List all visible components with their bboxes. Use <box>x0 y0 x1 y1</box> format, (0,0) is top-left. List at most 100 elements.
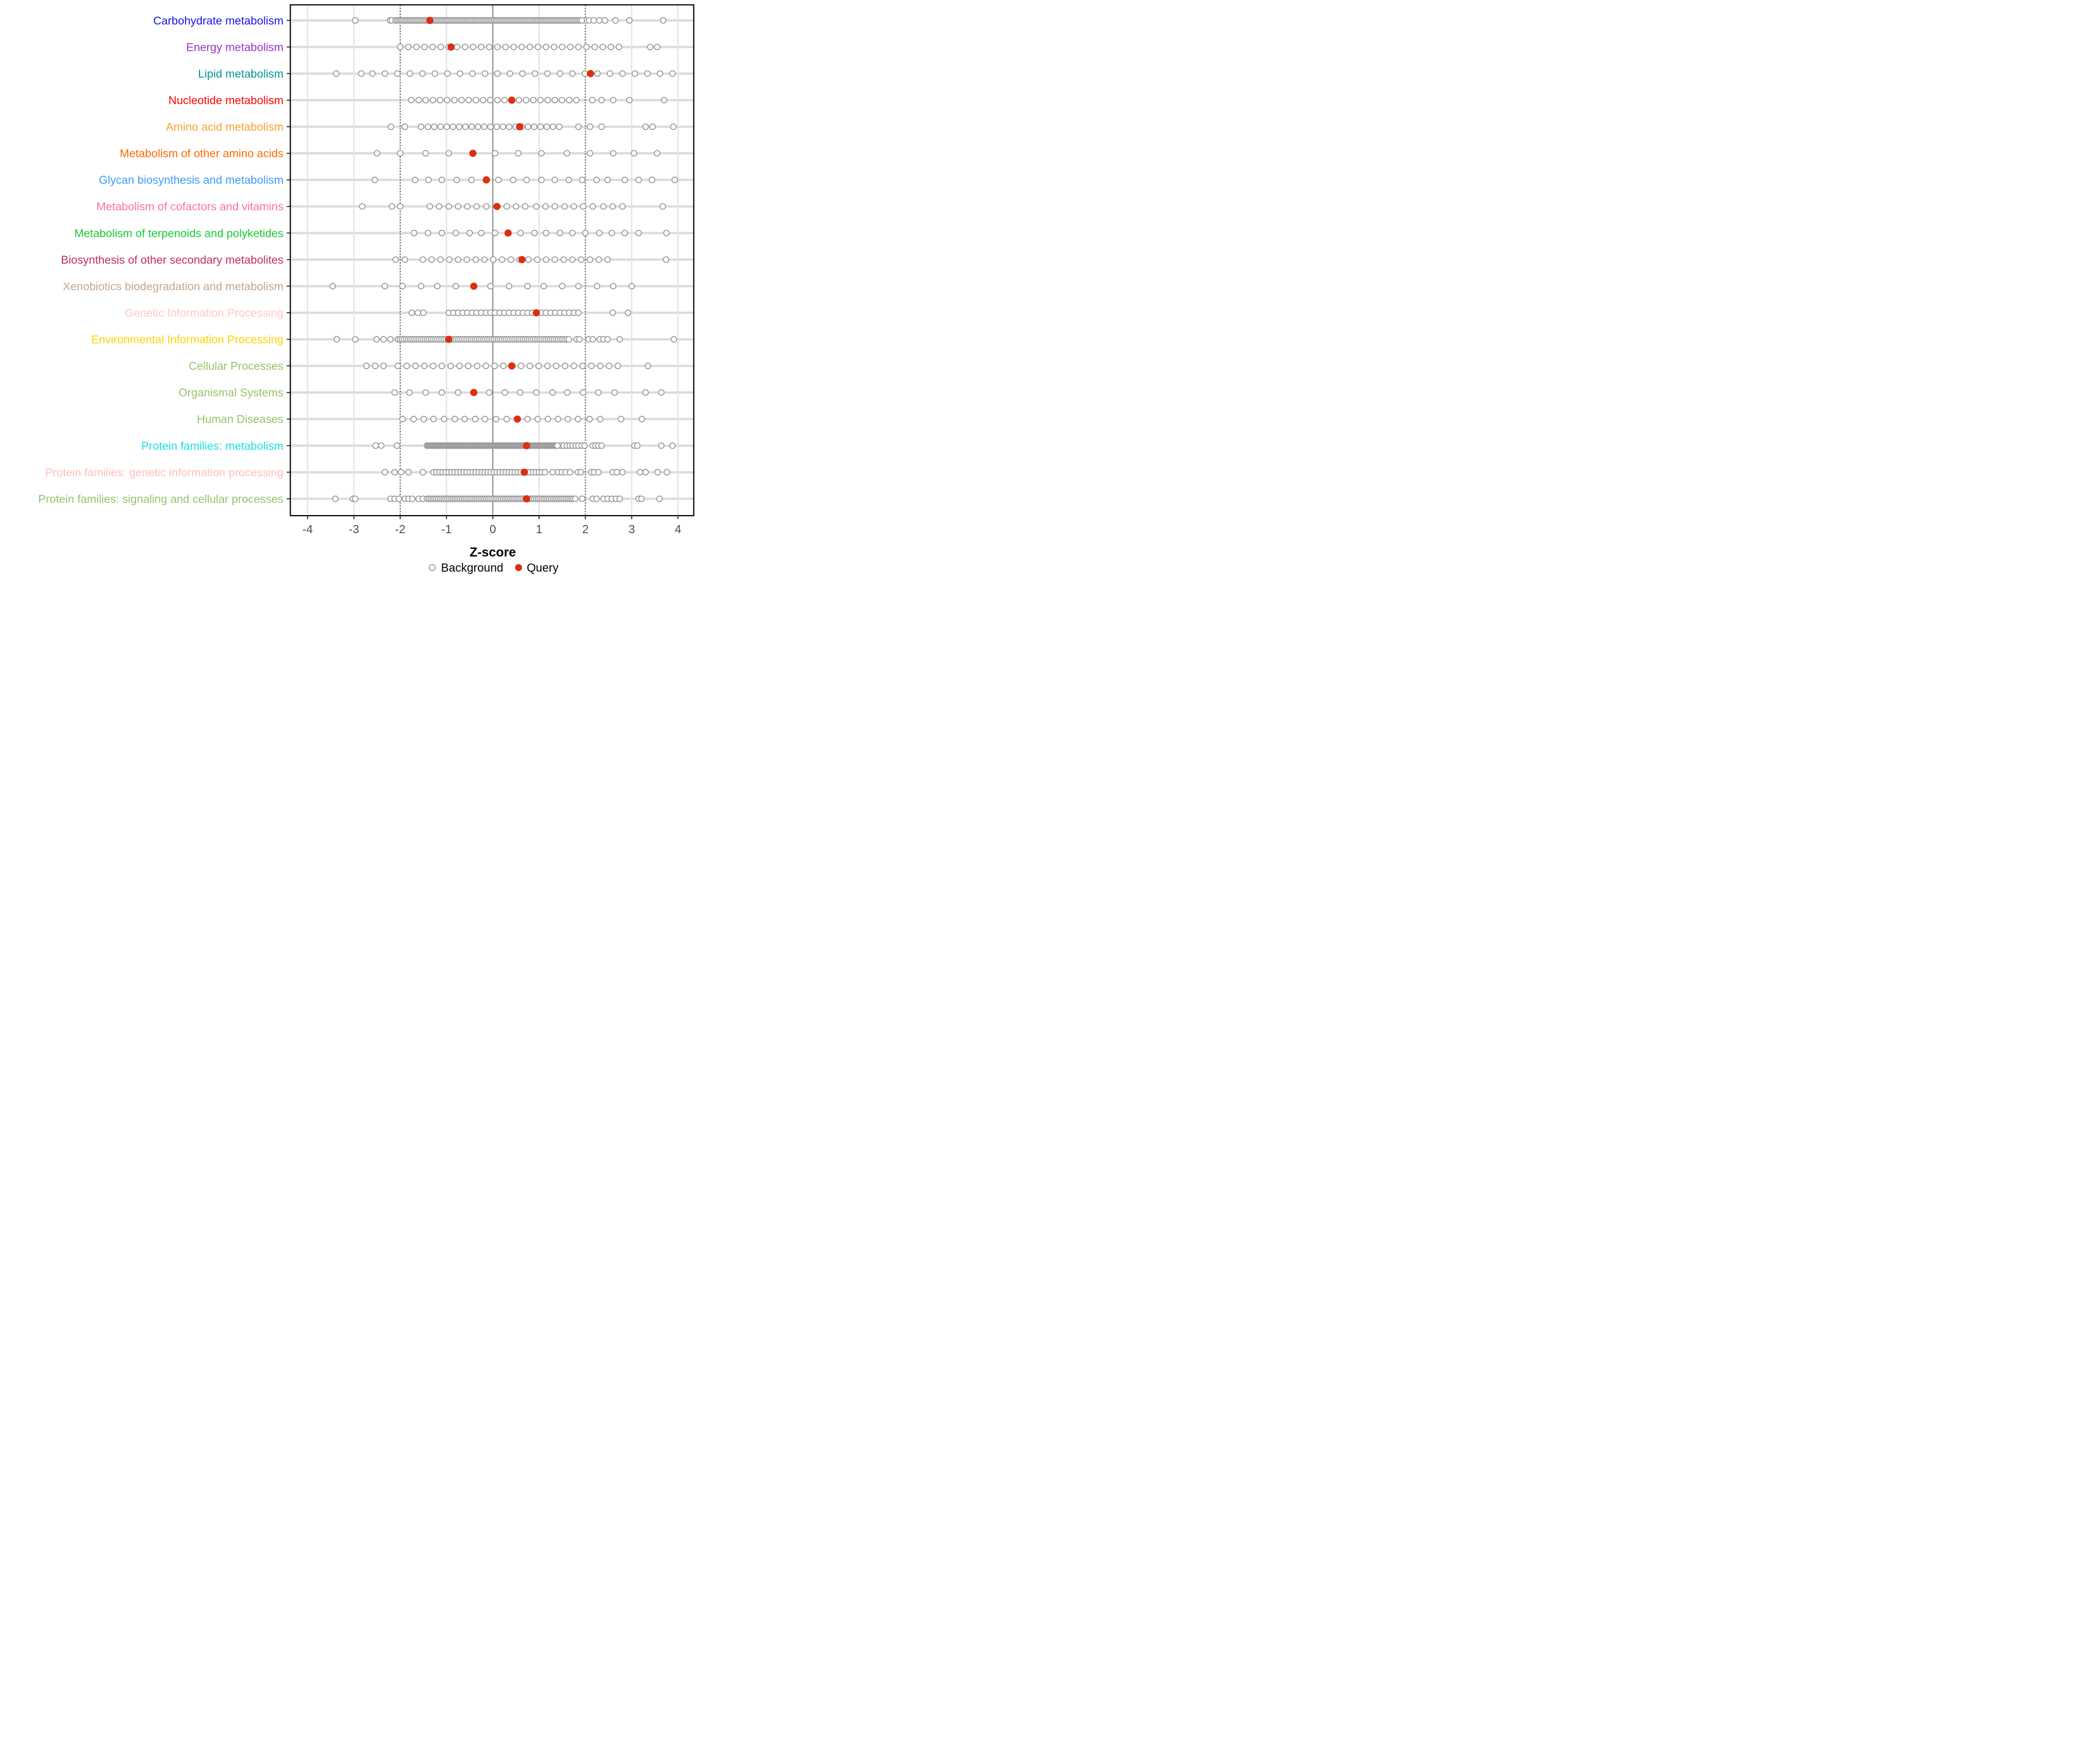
background-point <box>598 123 605 130</box>
background-point <box>669 442 676 449</box>
background-point <box>469 70 476 77</box>
background-point <box>569 229 576 237</box>
background-point <box>634 442 641 449</box>
background-point <box>570 362 578 369</box>
y-axis-label: Energy metabolism <box>186 41 284 54</box>
background-point <box>560 256 567 263</box>
background-point <box>514 150 522 157</box>
background-point <box>501 389 509 396</box>
background-point <box>422 150 429 157</box>
background-point <box>407 70 414 77</box>
background-point <box>499 123 506 130</box>
background-point <box>558 97 566 104</box>
query-point <box>523 495 530 503</box>
background-point <box>598 442 605 449</box>
background-point <box>437 123 444 130</box>
background-point <box>595 468 602 476</box>
query-point <box>504 229 512 237</box>
background-point <box>425 123 432 130</box>
background-point <box>624 309 632 316</box>
background-point <box>600 203 607 210</box>
background-point <box>392 256 399 263</box>
background-point <box>482 362 489 369</box>
background-point <box>411 229 418 237</box>
background-point <box>438 362 446 369</box>
background-point <box>478 43 485 51</box>
background-point <box>481 415 488 423</box>
background-point <box>440 415 448 423</box>
background-point <box>595 256 603 263</box>
background-point <box>456 123 463 130</box>
background-point <box>481 256 488 263</box>
background-point <box>656 495 663 502</box>
background-point <box>445 150 452 157</box>
background-point <box>481 70 488 77</box>
background-point <box>530 97 537 104</box>
background-point <box>480 97 487 104</box>
background-point <box>644 70 651 77</box>
background-point <box>449 123 457 130</box>
background-point <box>352 495 359 502</box>
background-point <box>444 97 451 104</box>
background-point <box>415 97 422 104</box>
background-point <box>501 97 508 104</box>
background-point <box>420 415 428 423</box>
background-point <box>604 336 611 343</box>
background-point <box>619 203 626 210</box>
background-point <box>380 362 387 369</box>
background-point <box>494 97 501 104</box>
background-point <box>542 256 550 263</box>
y-axis-label: Protein families: metabolism <box>141 440 284 453</box>
background-point <box>508 256 514 263</box>
background-point <box>564 415 571 423</box>
query-point <box>482 176 490 184</box>
query-point <box>508 96 516 104</box>
background-point <box>653 150 661 157</box>
y-axis-label: Metabolism of terpenoids and polyketides <box>74 227 284 240</box>
background-point <box>619 70 626 77</box>
query-point <box>508 362 516 370</box>
background-point <box>523 97 530 104</box>
background-point <box>401 123 408 130</box>
background-point <box>487 123 494 130</box>
background-point <box>542 43 550 51</box>
x-tick-label: 3 <box>628 523 635 536</box>
background-point <box>526 43 533 51</box>
background-point <box>483 203 490 210</box>
background-point <box>456 70 464 77</box>
background-point <box>534 256 541 263</box>
background-point <box>464 203 471 210</box>
background-point <box>573 97 580 104</box>
background-point <box>626 97 633 104</box>
background-point <box>510 43 517 51</box>
y-axis-label: Amino acid metabolism <box>166 121 284 134</box>
x-tick-label: 0 <box>489 523 496 536</box>
background-point <box>559 43 566 51</box>
background-point <box>438 176 446 183</box>
y-axis-label: Biosynthesis of other secondary metaboli… <box>61 254 284 267</box>
background-point <box>419 70 426 77</box>
background-point <box>409 495 416 502</box>
background-point <box>418 283 425 290</box>
background-point <box>579 176 586 183</box>
background-point <box>352 336 359 343</box>
background-point <box>429 97 436 104</box>
background-point <box>425 176 432 183</box>
background-point <box>493 123 501 130</box>
background-point <box>642 468 649 476</box>
background-point <box>492 150 499 157</box>
background-point <box>642 123 649 130</box>
background-point <box>428 256 435 263</box>
background-point <box>491 362 498 369</box>
query-point <box>533 309 540 317</box>
background-point <box>466 229 473 237</box>
background-point <box>485 389 493 396</box>
background-point <box>399 415 406 423</box>
background-point <box>589 203 596 210</box>
background-point <box>473 203 480 210</box>
background-point <box>659 203 666 210</box>
background-point <box>393 442 401 449</box>
background-point <box>458 97 465 104</box>
background-point <box>670 123 677 130</box>
background-point <box>581 442 588 449</box>
